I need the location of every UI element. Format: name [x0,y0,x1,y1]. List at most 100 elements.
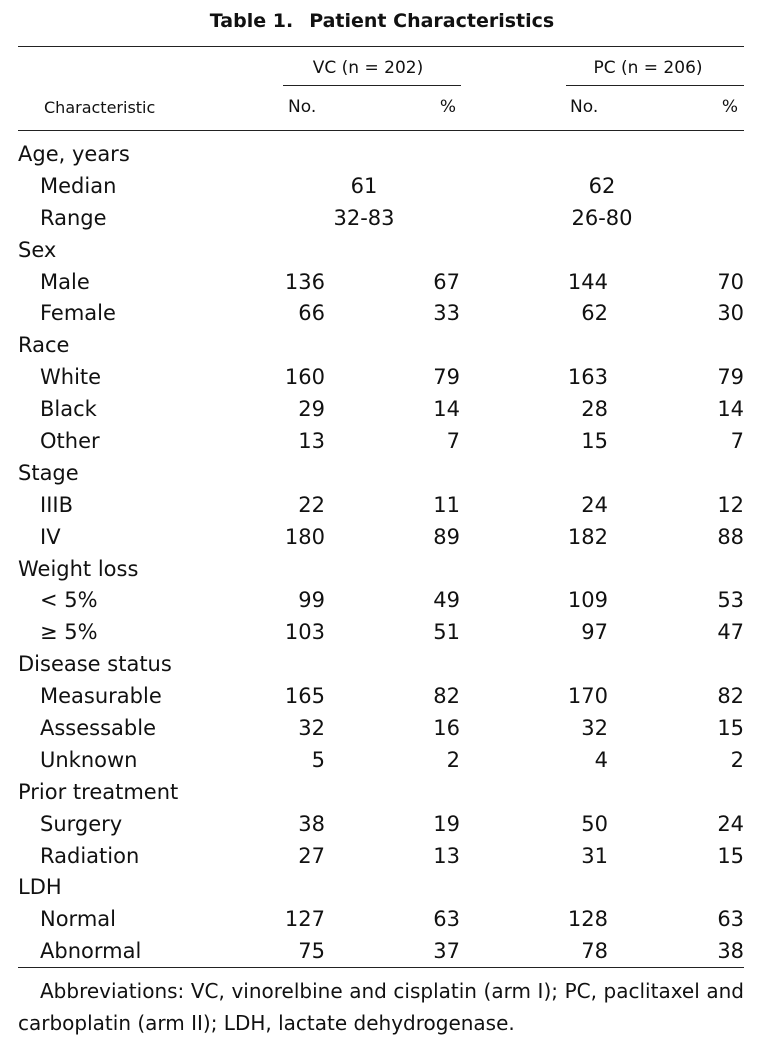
vc-pct-cell: 33 [433,301,460,326]
characteristics-table: Age, years Median 61 62 Range 32-83 26-80 Sex Ma… [18,138,744,967]
vc-no-cell: 160 [284,365,325,390]
row-label: Normal [40,907,116,932]
pc-pct-cell: 70 [717,269,745,294]
vc-no-cell: 66 [298,301,325,326]
table-row: Female 66 33 62 30 [18,297,744,329]
row-label: Male [40,269,90,294]
row-label: Measurable [40,684,162,709]
bottom-rule [18,967,744,968]
vc-pct-cell: 37 [433,939,460,964]
pc-no-header: No. [570,97,599,117]
section-label: Disease status [18,652,172,677]
vc-pct-cell: 7 [446,428,460,453]
vc-no-cell: 103 [284,620,325,645]
footnote: Abbreviations: VC, vinorelbine and cispl… [18,979,744,1035]
section-row: LDH [18,871,744,903]
table-number: Table 1. [209,10,294,32]
section-row: Weight loss [18,553,744,585]
vc-pct-cell: 19 [433,811,460,836]
pc-pct-cell: 47 [717,620,745,645]
pc-no-cell: 128 [567,907,608,932]
pc-pct-cell: 15 [717,715,745,740]
pc-pct-cell: 82 [717,684,745,709]
vc-no-cell: 127 [284,907,325,932]
pc-value: 62 [588,173,616,198]
pc-pct-cell: 63 [717,907,745,932]
vc-value: 32-83 [333,205,395,230]
pc-no-cell: 170 [567,684,608,709]
vc-no-cell: 5 [311,747,325,772]
vc-pct-cell: 79 [433,365,460,390]
table-row: Normal 127 63 128 63 [18,903,744,935]
row-label: Abnormal [40,939,142,964]
table-row: Median 61 62 [18,170,744,202]
section-row: Stage [18,457,744,489]
table-row: Assessable 32 16 32 15 [18,712,744,744]
row-label: Unknown [40,747,138,772]
vc-pct-cell: 49 [433,588,460,613]
table-row: ≥ 5% 103 51 97 47 [18,616,744,648]
vc-no-cell: 99 [298,588,325,613]
pc-group-header: PC (n = 206) [593,58,703,78]
characteristic-header: Characteristic [44,98,156,117]
section-label: Race [18,333,70,358]
pc-no-cell: 50 [581,811,608,836]
table-row: Radiation 27 13 31 15 [18,840,744,872]
vc-no-cell: 22 [298,492,325,517]
pc-group-rule [566,85,744,86]
vc-no-cell: 29 [298,397,325,422]
table-row: Range 32-83 26-80 [18,202,744,234]
table-body: Age, years Median 61 62 Range 32-83 26-80 Sex Ma… [18,138,744,967]
table-row: Other 13 7 15 7 [18,425,744,457]
pc-no-cell: 97 [581,620,608,645]
vc-value: 61 [350,173,378,198]
pc-no-cell: 24 [581,492,608,517]
pc-no-cell: 109 [567,588,608,613]
table-row: Measurable 165 82 170 82 [18,680,744,712]
row-label: IV [40,524,61,549]
row-label: Other [40,428,100,453]
vc-pct-cell: 63 [433,907,460,932]
section-label: Prior treatment [18,779,179,804]
section-row: Sex [18,234,744,266]
pc-no-cell: 28 [581,397,608,422]
row-label: < 5% [40,588,98,613]
vc-no-cell: 32 [298,715,325,740]
table-row: Black 29 14 28 14 [18,393,744,425]
pc-no-cell: 144 [567,269,608,294]
pc-no-cell: 4 [594,747,608,772]
pc-no-cell: 62 [581,301,608,326]
vc-no-cell: 13 [298,428,325,453]
row-label: Black [40,397,97,422]
header-rule [18,130,744,131]
row-label: Range [40,205,107,230]
pc-pct-cell: 88 [717,524,745,549]
pc-no-cell: 78 [581,939,608,964]
section-row: Disease status [18,648,744,680]
vc-no-header: No. [288,97,317,117]
section-row: Race [18,329,744,361]
vc-pct-header: % [439,97,456,117]
vc-no-cell: 75 [298,939,325,964]
row-label: Surgery [40,811,123,836]
section-label: Age, years [18,141,130,166]
table-row: Abnormal 75 37 78 38 [18,935,744,967]
pc-pct-cell: 2 [730,747,745,772]
pc-no-cell: 182 [567,524,608,549]
vc-pct-cell: 89 [433,524,460,549]
vc-no-cell: 165 [284,684,325,709]
row-label: Radiation [40,843,140,868]
table-row: IIIB 22 11 24 12 [18,489,744,521]
vc-no-cell: 38 [298,811,325,836]
pc-no-cell: 15 [581,428,608,453]
table-title: Table 1. Patient Characteristics [0,10,764,32]
row-label: IIIB [40,492,73,517]
vc-pct-cell: 2 [446,747,460,772]
section-label: Weight loss [18,556,139,581]
section-label: Sex [18,237,57,262]
vc-no-cell: 136 [284,269,325,294]
table-row: White 160 79 163 79 [18,361,744,393]
pc-pct-cell: 15 [717,843,745,868]
row-label: Assessable [40,715,157,740]
vc-no-cell: 180 [284,524,325,549]
